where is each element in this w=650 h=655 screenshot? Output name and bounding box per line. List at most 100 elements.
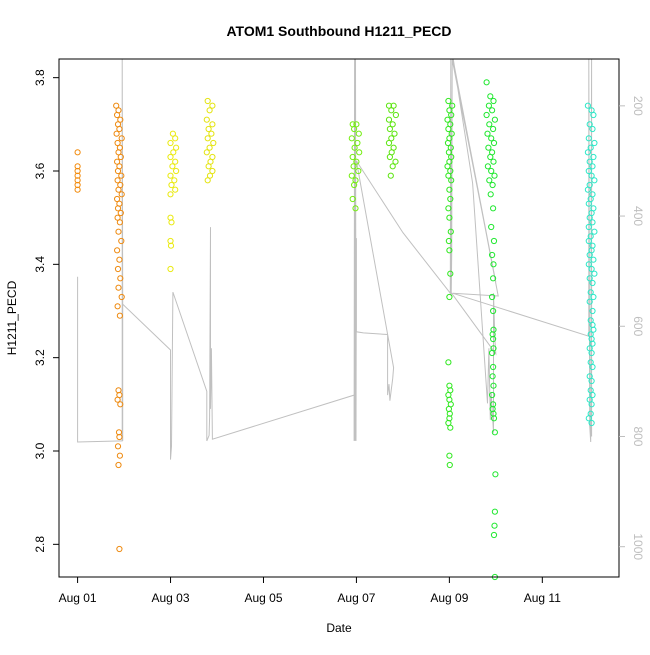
data-point: [348, 135, 355, 142]
data-point: [483, 79, 490, 86]
data-point: [492, 471, 499, 478]
y2-tick-label: 600: [631, 316, 645, 336]
data-point: [490, 531, 498, 539]
x-tick-label: Aug 05: [244, 591, 282, 605]
data-point: [114, 396, 121, 403]
y2-tick-label: 400: [631, 206, 645, 226]
data-point: [488, 223, 495, 231]
data-point: [589, 219, 596, 226]
chart-title: ATOM1 Southbound H1211_PECD: [226, 23, 451, 39]
data-point: [168, 181, 175, 189]
data-point: [206, 144, 213, 151]
data-point: [587, 289, 594, 296]
data-point: [489, 251, 496, 259]
data-point: [490, 415, 498, 422]
data-point: [586, 214, 593, 221]
data-point: [117, 209, 124, 217]
data-point: [490, 382, 497, 389]
data-point: [351, 181, 358, 189]
data-point: [444, 116, 451, 123]
data-point: [490, 237, 498, 245]
data-point: [590, 256, 597, 263]
data-point: [118, 293, 125, 301]
x-axis-label: Date: [326, 621, 352, 635]
x-tick-label: Aug 07: [337, 591, 375, 605]
data-point: [353, 158, 360, 165]
data-point: [585, 200, 592, 207]
data-point: [448, 111, 455, 119]
data-point: [113, 130, 120, 137]
data-point: [490, 205, 497, 212]
data-point: [490, 335, 497, 343]
data-point: [589, 340, 596, 347]
data-point: [489, 107, 496, 114]
data-point: [172, 158, 179, 165]
data-point: [491, 508, 498, 515]
data-point: [348, 172, 355, 179]
series-5: [385, 102, 399, 179]
data-point: [114, 139, 121, 147]
data-point: [349, 195, 356, 203]
data-point: [209, 121, 216, 128]
series-0: [74, 149, 81, 193]
data-point: [489, 391, 496, 399]
data-point: [205, 163, 212, 170]
data-point: [589, 307, 596, 315]
data-point: [115, 228, 122, 235]
data-point: [584, 186, 592, 193]
data-point: [392, 111, 399, 119]
data-point: [445, 97, 452, 105]
data-point: [354, 139, 361, 147]
data-point: [116, 433, 123, 441]
series-1: [113, 102, 125, 553]
y2-tick-label: 800: [631, 426, 645, 446]
data-point: [353, 121, 360, 128]
data-point: [445, 172, 452, 179]
data-point: [585, 415, 592, 422]
data-point: [491, 429, 498, 436]
data-point: [74, 186, 81, 193]
data-point: [445, 205, 452, 212]
data-point: [446, 214, 453, 221]
plot-frame: [58, 58, 620, 578]
data-point: [585, 167, 592, 175]
data-point: [386, 153, 393, 161]
data-point: [447, 195, 454, 203]
data-point: [116, 452, 124, 459]
data-point: [167, 191, 174, 198]
data-point: [116, 125, 123, 133]
data-point: [446, 410, 453, 417]
data-point: [591, 228, 598, 235]
data-point: [491, 522, 498, 529]
data-point: [448, 177, 455, 184]
data-point: [585, 135, 592, 142]
data-point: [115, 284, 122, 291]
data-point: [208, 130, 215, 137]
data-point: [167, 265, 174, 273]
data-point: [349, 153, 356, 161]
data-point: [445, 125, 452, 133]
data-point: [203, 149, 210, 156]
data-point: [167, 139, 174, 147]
data-point: [389, 163, 396, 170]
data-point: [114, 443, 122, 450]
data-point: [586, 251, 593, 259]
data-point: [351, 125, 358, 133]
data-point: [586, 158, 593, 165]
data-point: [385, 139, 393, 147]
x-tick-label: Aug 03: [152, 591, 190, 605]
y2-tick-label: 200: [631, 96, 645, 116]
axes-layer: Aug 01 Aug 03 Aug 05 Aug 07 Aug 09 Aug 11 2.8 3…: [33, 58, 645, 605]
data-point: [167, 153, 174, 161]
data-point: [210, 139, 217, 147]
data-point: [585, 223, 592, 231]
data-point: [585, 261, 592, 268]
data-point: [589, 391, 596, 399]
data-point: [586, 298, 593, 305]
data-point: [446, 247, 453, 254]
data-point: [116, 312, 124, 319]
data-point: [487, 93, 494, 100]
data-point: [484, 130, 491, 137]
data-point: [446, 461, 453, 469]
